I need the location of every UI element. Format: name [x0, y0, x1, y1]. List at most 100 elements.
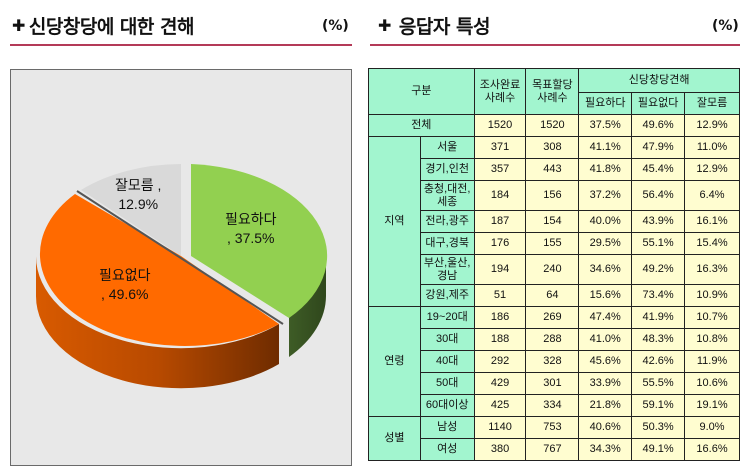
header-completed-l1: 조사완료	[479, 78, 521, 91]
table-unit: (%)	[712, 18, 739, 34]
cell-target: 64	[525, 284, 580, 307]
table-row: 경기,인천 357 443 41.8% 45.4% 12.9%	[369, 158, 740, 181]
cell-target: 240	[525, 254, 580, 285]
cell-unknown: 10.6%	[684, 372, 740, 395]
cell-completed: 371	[473, 136, 527, 159]
cell-unknown: 11.0%	[684, 136, 740, 159]
cell-target: 443	[525, 158, 580, 181]
chart-title-text: 신당창당에 대한 견해	[28, 16, 195, 38]
row-label-l2: 경남	[437, 269, 458, 282]
row-label: 60대이상	[419, 394, 475, 417]
row-label: 남성	[419, 416, 475, 439]
cell-completed: 184	[473, 180, 527, 211]
cell-target: 1520	[525, 114, 580, 137]
cell-completed: 187	[473, 210, 527, 233]
cell-no-need: 48.3%	[631, 328, 686, 351]
cell-completed: 292	[473, 350, 527, 373]
cell-need: 40.6%	[578, 416, 633, 439]
cell-target: 334	[525, 394, 580, 417]
row-label-l2: 세종	[437, 195, 458, 208]
cell-no-need: 49.6%	[631, 114, 686, 137]
cell-need: 34.3%	[578, 438, 633, 461]
row-label: 30대	[419, 328, 475, 351]
cell-no-need: 55.1%	[631, 232, 686, 255]
table-row: 30대 188 288 41.0% 48.3% 10.8%	[369, 328, 740, 351]
cell-completed: 194	[473, 254, 527, 285]
row-label: 40대	[419, 350, 475, 373]
row-label: 여성	[419, 438, 475, 461]
table-row: 부산,울산, 경남 194 240 34.6% 49.2% 16.3%	[369, 254, 740, 285]
table-row-total: 전체 1520 1520 37.5% 49.6% 12.9%	[368, 114, 740, 137]
cell-completed: 1140	[473, 416, 527, 439]
row-label: 충청,대전, 세종	[419, 180, 475, 211]
table-row: 강원,제주 51 64 15.6% 73.4% 10.9%	[369, 284, 740, 307]
row-label: 경기,인천	[419, 158, 475, 181]
table-row: 대구,경북 176 155 29.5% 55.1% 15.4%	[369, 232, 740, 255]
row-label: 19~20대	[419, 306, 475, 329]
cell-need: 40.0%	[578, 210, 633, 233]
cell-no-need: 41.9%	[631, 306, 686, 329]
cell-need: 21.8%	[578, 394, 633, 417]
cell-no-need: 43.9%	[631, 210, 686, 233]
cell-unknown: 12.9%	[684, 114, 740, 137]
cell-need: 47.4%	[578, 306, 633, 329]
slice-need[interactable]	[191, 164, 328, 318]
pie-chart	[35, 164, 328, 389]
header-category: 구분	[368, 68, 475, 115]
chart-title: ✚ 신당창당에 대한 견해	[12, 12, 194, 39]
cell-unknown: 9.0%	[684, 416, 740, 439]
respondent-table: 구분 조사완료 사례수 목표할당 사례수 신당창당견해 필요하다 필요없다 잘모…	[368, 68, 740, 461]
label-unknown-value: 12.9%	[118, 196, 159, 212]
slice-no-need[interactable]	[39, 194, 280, 346]
cell-target: 328	[525, 350, 580, 373]
cell-no-need: 59.1%	[631, 394, 686, 417]
cell-completed: 429	[473, 372, 527, 395]
cell-unknown: 16.1%	[684, 210, 740, 233]
table-row: 전라,광주 187 154 40.0% 43.9% 16.1%	[369, 210, 740, 233]
cell-target: 308	[525, 136, 580, 159]
table-row: 충청,대전, 세종 184 156 37.2% 56.4% 6.4%	[369, 180, 740, 211]
row-label-l1: 충청,대전,	[423, 182, 471, 195]
cell-completed: 188	[473, 328, 527, 351]
cell-no-need: 45.4%	[631, 158, 686, 181]
slice-unknown[interactable]	[81, 164, 181, 256]
row-label: 전체	[368, 114, 475, 137]
cell-target: 156	[525, 180, 580, 211]
cell-completed: 1520	[473, 114, 527, 137]
cell-need: 45.6%	[578, 350, 633, 373]
cell-completed: 357	[473, 158, 527, 181]
header-unknown: 잘모름	[684, 92, 740, 115]
header-completed: 조사완료 사례수	[473, 68, 527, 115]
cell-unknown: 12.9%	[684, 158, 740, 181]
cell-completed: 51	[473, 284, 527, 307]
cell-no-need: 56.4%	[631, 180, 686, 211]
label-need: 필요하다 , 37.5%	[225, 210, 277, 248]
title-divider	[370, 44, 740, 46]
label-need-value: , 37.5%	[227, 230, 275, 246]
cell-unknown: 6.4%	[684, 180, 740, 211]
row-label: 강원,제주	[419, 284, 475, 307]
cell-target: 301	[525, 372, 580, 395]
slice-separator	[76, 190, 284, 325]
chart-unit: (%)	[322, 18, 349, 34]
cell-target: 269	[525, 306, 580, 329]
row-label: 대구,경북	[419, 232, 475, 255]
table-title: ✚ 응답자 특성	[378, 12, 490, 39]
slice-side-need	[289, 256, 326, 357]
header-target-l1: 목표할당	[532, 78, 573, 91]
cell-unknown: 10.9%	[684, 284, 740, 307]
label-unknown-name: 잘모름 ,	[115, 177, 162, 193]
header-completed-l2: 사례수	[484, 91, 516, 104]
row-label-l1: 부산,울산,	[423, 256, 471, 269]
header-target: 목표할당 사례수	[525, 68, 580, 115]
label-no-need-value: , 49.6%	[101, 286, 149, 302]
table-row: 60대이상 425 334 21.8% 59.1% 19.1%	[369, 394, 740, 417]
cell-no-need: 55.5%	[631, 372, 686, 395]
cell-no-need: 50.3%	[631, 416, 686, 439]
cell-need: 41.8%	[578, 158, 633, 181]
cell-unknown: 16.3%	[684, 254, 740, 285]
title-divider	[10, 44, 352, 46]
pie-chart-area: 잘모름 , 12.9% 필요하다 , 37.5% 필요없다 , 49.6%	[10, 69, 352, 466]
table-row: 성별 남성 1140 753 40.6% 50.3% 9.0%	[368, 416, 740, 461]
table-row: 지역 서울 371 308 41.1% 47.9% 11.0%	[368, 136, 740, 307]
